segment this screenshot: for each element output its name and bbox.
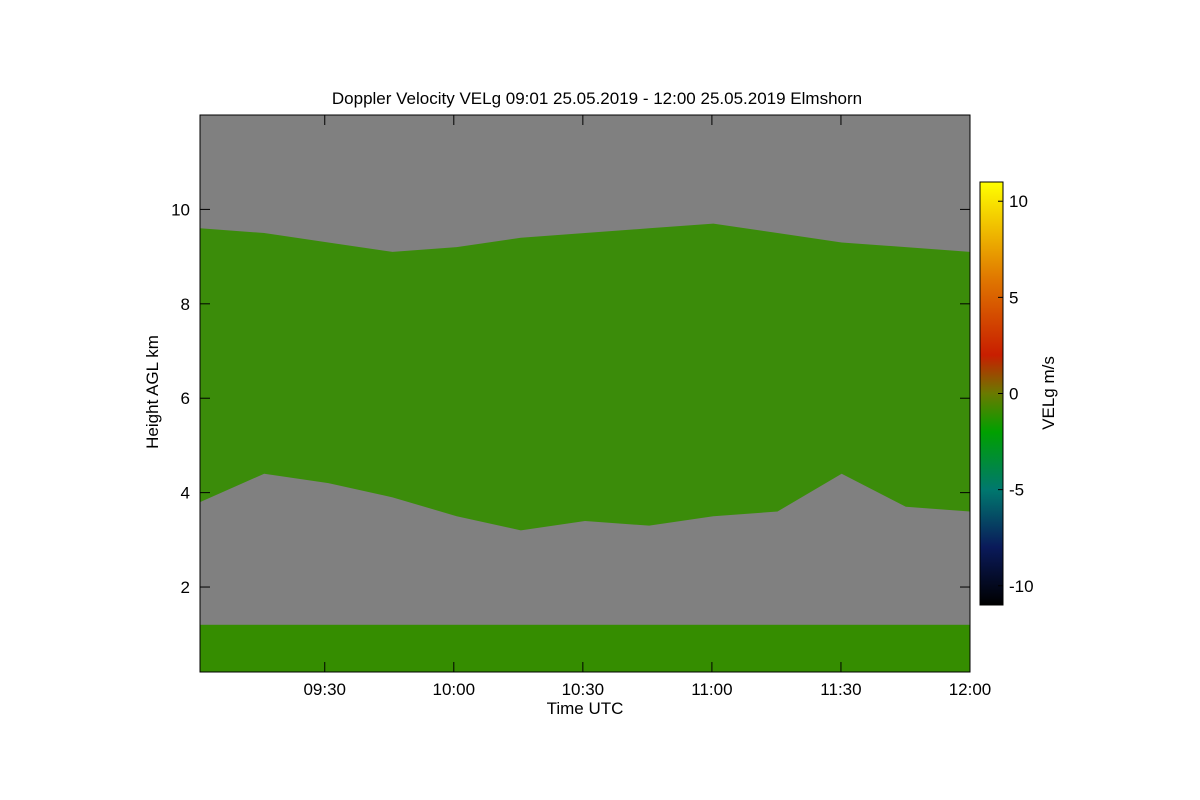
x-axis: 09:30 10:00 10:30 11:00 11:30 12:00 [303, 115, 991, 699]
y-tick-label: 2 [181, 578, 190, 597]
colorbar: 10 5 0 -5 -10 VELg m/s [979, 181, 1058, 606]
x-tick-label: 12:00 [949, 680, 992, 699]
chart-title: Doppler Velocity VELg 09:01 25.05.2019 -… [332, 89, 862, 108]
cloud-echo-layer [200, 223, 970, 531]
x-tick-label: 09:30 [303, 680, 346, 699]
colorbar-tick-label: -5 [1009, 481, 1024, 500]
x-tick-label: 11:00 [691, 680, 732, 699]
colorbar-tick-label: -10 [1009, 577, 1034, 596]
colorbar-label: VELg m/s [1039, 356, 1058, 430]
colorbar-tick-label: 10 [1009, 192, 1028, 211]
x-tick-label: 10:00 [433, 680, 476, 699]
y-tick-label: 6 [181, 389, 190, 408]
x-tick-label: 10:30 [562, 680, 605, 699]
x-tick-label: 11:30 [820, 680, 861, 699]
x-axis-title: Time UTC [547, 699, 624, 718]
y-axis-title: Height AGL km [143, 335, 162, 449]
boundary-layer-echo [200, 624, 970, 672]
y-tick-label: 8 [181, 295, 190, 314]
plot-frame [199, 114, 971, 673]
colorbar-tick-label: 0 [1009, 385, 1018, 404]
y-axis: 2 4 6 8 10 [171, 200, 970, 597]
y-tick-label: 10 [171, 200, 190, 219]
plot-area [200, 115, 970, 672]
colorbar-tick-label: 5 [1009, 288, 1018, 307]
y-tick-label: 4 [181, 484, 190, 503]
